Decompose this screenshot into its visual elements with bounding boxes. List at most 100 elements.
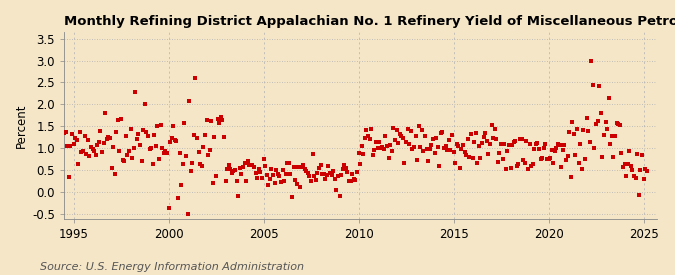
Point [388, 126, 399, 130]
Point [539, 146, 549, 150]
Point [274, 174, 285, 178]
Point [53, 138, 63, 142]
Point [79, 133, 90, 138]
Point [494, 151, 505, 155]
Point [326, 173, 337, 178]
Point [347, 172, 358, 177]
Point [99, 141, 109, 145]
Point [125, 126, 136, 131]
Point [307, 152, 318, 156]
Point [277, 168, 288, 172]
Point [105, 136, 115, 140]
Point [151, 144, 161, 148]
Point [174, 151, 185, 155]
Point [248, 165, 259, 169]
Point [585, 140, 595, 145]
Point [558, 148, 568, 152]
Point [141, 130, 152, 135]
Point [362, 133, 373, 138]
Point [211, 174, 221, 178]
Point [575, 141, 586, 146]
Point [632, 152, 643, 156]
Point [597, 155, 608, 159]
Point [179, 121, 190, 126]
Point [553, 142, 564, 146]
Point [491, 137, 502, 142]
Point [445, 148, 456, 153]
Point [410, 134, 421, 139]
Point [87, 147, 98, 152]
Point [92, 142, 103, 147]
Point [282, 161, 293, 166]
Point [407, 147, 418, 152]
Point [610, 133, 620, 138]
Point [252, 176, 263, 181]
Point [344, 178, 354, 183]
Point [641, 169, 652, 173]
Point [334, 194, 345, 199]
Point [320, 177, 331, 181]
Point [613, 122, 624, 126]
Point [188, 132, 199, 137]
Point [94, 140, 105, 144]
Point [355, 162, 366, 166]
Point [253, 166, 264, 171]
Point [595, 111, 606, 115]
Point [263, 183, 274, 187]
Point [394, 132, 405, 136]
Point [524, 141, 535, 146]
Point [306, 179, 317, 183]
Point [163, 205, 174, 210]
Point [531, 142, 541, 146]
Point [583, 129, 593, 133]
Point [135, 143, 146, 148]
Point [470, 131, 481, 135]
Point [622, 161, 633, 166]
Point [230, 167, 240, 172]
Point [352, 170, 362, 174]
Point [255, 169, 266, 174]
Point [292, 182, 302, 186]
Point [325, 171, 335, 175]
Point [319, 172, 329, 176]
Point [621, 174, 632, 178]
Point [591, 122, 601, 127]
Point [396, 133, 407, 138]
Point [486, 123, 497, 127]
Point [468, 139, 479, 144]
Point [626, 164, 637, 168]
Point [522, 167, 533, 171]
Point [206, 119, 217, 123]
Point [338, 167, 348, 172]
Point [402, 127, 413, 131]
Point [168, 124, 179, 128]
Point [109, 172, 120, 176]
Point [630, 176, 641, 181]
Point [416, 127, 427, 132]
Point [440, 144, 451, 148]
Point [581, 116, 592, 120]
Point [508, 139, 519, 144]
Point [65, 144, 76, 148]
Point [187, 160, 198, 165]
Point [124, 149, 134, 153]
Point [640, 167, 651, 171]
Point [171, 139, 182, 144]
Point [200, 133, 211, 137]
Point [142, 134, 153, 138]
Point [443, 138, 454, 142]
Point [315, 162, 326, 167]
Point [115, 117, 126, 121]
Point [290, 178, 300, 182]
Point [371, 140, 381, 144]
Point [275, 180, 286, 185]
Point [573, 161, 584, 166]
Point [214, 121, 225, 125]
Point [594, 84, 605, 88]
Point [437, 130, 448, 134]
Point [459, 149, 470, 154]
Point [57, 143, 68, 147]
Point [541, 157, 552, 161]
Point [348, 177, 359, 182]
Point [452, 142, 462, 146]
